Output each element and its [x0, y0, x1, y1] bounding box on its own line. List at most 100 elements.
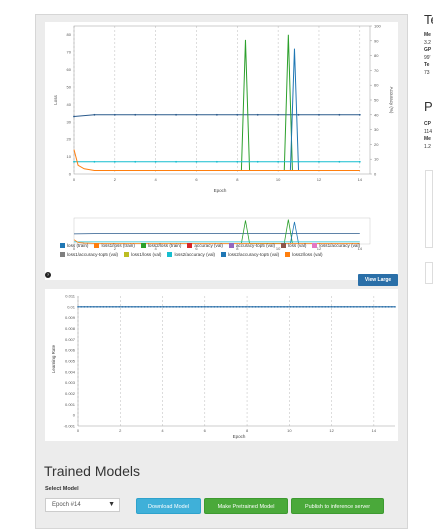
- legend-item[interactable]: loss1/accuracy (val): [312, 241, 360, 250]
- lr-data-point: [175, 306, 178, 308]
- lr-data-point: [219, 306, 222, 308]
- make-pretrained-model-button[interactable]: Make Pretrained Model: [204, 498, 288, 514]
- legend-label: loss (val): [288, 243, 307, 248]
- y-tick-label: 0: [69, 172, 72, 177]
- lr-data-point: [165, 306, 168, 308]
- lr-data-point: [324, 306, 327, 308]
- overview-tick-label: 14: [358, 246, 363, 251]
- lr-data-point: [232, 306, 235, 308]
- select-model-dropdown[interactable]: Epoch #14 ▼: [45, 498, 120, 512]
- select-model-label: Select Model: [45, 486, 79, 492]
- lr-x-axis-label: Epoch: [233, 434, 246, 439]
- lr-data-point: [248, 306, 250, 308]
- lr-data-point: [349, 306, 352, 308]
- legend-swatch: [285, 252, 291, 257]
- lr-data-point: [197, 306, 200, 308]
- lr-data-point: [327, 306, 330, 308]
- lr-data-point: [89, 306, 92, 308]
- legend-item[interactable]: loss1/accuracy-top5 (val): [60, 250, 118, 259]
- lr-data-point: [391, 306, 393, 308]
- lr-data-point: [368, 306, 371, 308]
- lr-y-tick-label: 0.005: [65, 359, 76, 364]
- lr-y-tick-label: 0.001: [65, 402, 76, 407]
- x-tick-label: 14: [358, 177, 363, 182]
- view-large-button[interactable]: View Large: [358, 274, 398, 286]
- lr-data-point: [276, 306, 279, 308]
- legend-item[interactable]: loss (val): [281, 241, 306, 250]
- legend-item[interactable]: accuracy-top5 (val): [228, 241, 276, 250]
- legend-swatch: [221, 252, 227, 257]
- lr-data-point: [289, 306, 292, 308]
- download-model-button[interactable]: Download Model: [136, 498, 201, 514]
- lr-data-point: [343, 306, 346, 308]
- lr-data-point: [375, 306, 377, 308]
- data-point: [113, 113, 116, 116]
- series-line: [73, 149, 360, 172]
- legend-item[interactable]: loss2/loss (train): [140, 241, 181, 250]
- chart-legend: loss (train) loss1/loss (train) loss2/loss…: [60, 241, 390, 259]
- lr-data-point: [333, 306, 336, 308]
- legend-item[interactable]: loss1/loss (train): [94, 241, 135, 250]
- lr-data-point: [283, 306, 285, 308]
- lr-data-point: [273, 306, 276, 308]
- lr-data-point: [318, 306, 320, 308]
- lr-data-point: [292, 306, 295, 308]
- legend-item[interactable]: loss1/loss (val): [124, 250, 161, 259]
- lr-data-point: [156, 306, 159, 308]
- series-line: [289, 48, 300, 171]
- lr-data-point: [213, 306, 216, 308]
- x-tick-label: 4: [155, 177, 158, 182]
- overview-tick-label: 2: [114, 246, 117, 251]
- lr-data-point: [112, 306, 114, 308]
- lr-y-tick-label: 0.009: [65, 315, 76, 320]
- lr-data-point: [242, 306, 244, 308]
- lr-data-point: [372, 306, 374, 308]
- y2-tick-label: 0: [374, 172, 377, 177]
- legend-item[interactable]: loss2/accuracy (val): [167, 250, 215, 259]
- lr-data-point: [223, 306, 225, 308]
- chevron-down-icon: ▼: [108, 501, 115, 508]
- data-point: [277, 113, 280, 116]
- lr-data-point: [131, 306, 133, 308]
- lr-data-point: [153, 306, 155, 308]
- lr-y-tick-label: -0.001: [64, 424, 76, 429]
- select-model-value: Epoch #14: [52, 502, 81, 508]
- legend-item[interactable]: loss2/loss (val): [285, 250, 323, 259]
- legend-label: accuracy-top5 (val): [235, 243, 276, 248]
- lr-data-point: [137, 306, 140, 308]
- sidebar-text: Me: [424, 32, 431, 38]
- lr-data-point: [115, 306, 117, 308]
- overview-tick-label: 4: [155, 246, 158, 251]
- lr-data-point: [121, 306, 124, 308]
- lr-x-tick-label: 4: [161, 428, 164, 433]
- legend-swatch: [94, 243, 100, 248]
- lr-data-point: [311, 306, 314, 308]
- data-point: [134, 160, 137, 163]
- lr-data-point: [178, 306, 181, 308]
- lr-data-point: [102, 306, 105, 308]
- data-point: [338, 160, 341, 163]
- data-point: [73, 160, 75, 163]
- info-icon[interactable]: ?: [45, 272, 51, 278]
- legend-item[interactable]: loss2/accuracy-top5 (val): [221, 250, 279, 259]
- y-tick-label: 50: [67, 84, 72, 89]
- lr-data-point: [394, 306, 396, 308]
- training-chart: 0 2 4 6 8 10 12 1401020304050607080010203040506…: [53, 24, 394, 252]
- x-axis-label: Epoch: [214, 188, 227, 193]
- lr-data-point: [80, 306, 82, 308]
- lr-data-point: [210, 306, 212, 308]
- legend-item[interactable]: loss (train): [60, 241, 88, 250]
- training-chart-card: 0 2 4 6 8 10 12 14 0 10 20 30 40 50 60 70 80 0 10 20 30 40 50 6…: [45, 22, 398, 280]
- legend-item[interactable]: accuracy (val): [187, 241, 223, 250]
- legend-swatch: [60, 243, 65, 248]
- lr-data-point: [286, 306, 289, 308]
- overview-tick-label: 6: [195, 246, 198, 251]
- lr-x-tick-label: 0: [77, 428, 80, 433]
- y2-tick-label: 30: [374, 127, 379, 132]
- lr-y-axis-label: Learning Rate: [51, 344, 56, 373]
- lr-x-tick-label: 10: [287, 428, 292, 433]
- lr-y-tick-label: 0.006: [65, 348, 76, 353]
- lr-data-point: [96, 306, 98, 308]
- publish-inference-button[interactable]: Publish to inference server: [291, 498, 384, 514]
- lr-data-point: [321, 306, 323, 308]
